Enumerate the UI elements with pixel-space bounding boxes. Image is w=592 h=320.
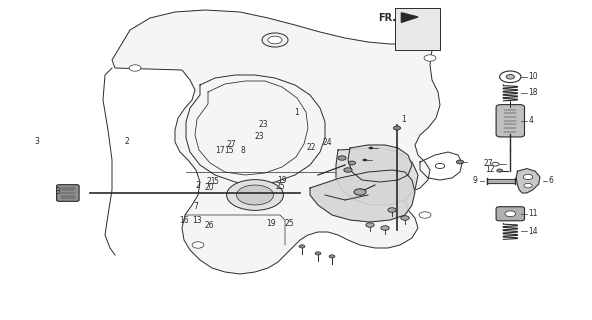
Text: 23: 23 — [255, 132, 264, 141]
Text: 13: 13 — [192, 216, 202, 225]
Circle shape — [424, 55, 436, 61]
Text: 1: 1 — [401, 116, 406, 124]
Text: 17: 17 — [215, 146, 224, 155]
Circle shape — [524, 183, 532, 188]
Text: 22: 22 — [307, 143, 316, 152]
FancyBboxPatch shape — [496, 207, 525, 221]
Circle shape — [315, 252, 321, 255]
Circle shape — [338, 156, 346, 160]
Polygon shape — [401, 13, 418, 22]
Polygon shape — [310, 170, 415, 222]
Text: 23: 23 — [259, 120, 268, 129]
Text: 10: 10 — [529, 72, 538, 81]
FancyBboxPatch shape — [57, 185, 79, 201]
Text: 27: 27 — [226, 140, 236, 149]
Circle shape — [500, 71, 521, 83]
Circle shape — [192, 242, 204, 248]
Circle shape — [401, 216, 409, 220]
Circle shape — [354, 189, 366, 195]
Circle shape — [497, 169, 503, 172]
Text: 14: 14 — [529, 227, 538, 236]
Polygon shape — [348, 145, 412, 182]
Polygon shape — [112, 10, 440, 274]
Circle shape — [237, 185, 274, 205]
Text: 16: 16 — [179, 216, 188, 225]
Text: 26: 26 — [204, 221, 214, 230]
Text: 25: 25 — [275, 182, 285, 191]
Circle shape — [435, 164, 445, 169]
Text: 27: 27 — [483, 159, 493, 168]
Circle shape — [268, 36, 282, 44]
FancyBboxPatch shape — [496, 105, 525, 137]
Polygon shape — [336, 148, 418, 205]
Text: 24: 24 — [323, 138, 332, 147]
Circle shape — [329, 255, 335, 258]
Text: 3: 3 — [34, 137, 39, 146]
Circle shape — [129, 65, 141, 71]
Text: 6: 6 — [549, 176, 554, 185]
Text: 7: 7 — [194, 202, 198, 211]
Text: 3: 3 — [55, 188, 60, 196]
Circle shape — [394, 126, 401, 130]
Text: 2: 2 — [195, 180, 200, 189]
Circle shape — [366, 223, 374, 227]
Circle shape — [227, 180, 284, 210]
Text: 21: 21 — [206, 177, 215, 186]
Polygon shape — [516, 169, 540, 193]
Text: 25: 25 — [284, 219, 294, 228]
Polygon shape — [487, 179, 515, 183]
Circle shape — [262, 33, 288, 47]
Text: FR.: FR. — [378, 12, 395, 23]
Text: 9: 9 — [473, 176, 478, 185]
Circle shape — [369, 147, 374, 149]
Text: 19: 19 — [266, 219, 276, 228]
Circle shape — [419, 212, 431, 218]
Text: 15: 15 — [224, 146, 233, 155]
Circle shape — [362, 159, 367, 161]
Circle shape — [492, 162, 499, 166]
Text: 19: 19 — [277, 176, 287, 185]
Text: 11: 11 — [529, 209, 538, 218]
Circle shape — [349, 161, 356, 165]
Circle shape — [381, 226, 389, 230]
Text: 2: 2 — [124, 137, 129, 146]
Text: 20: 20 — [204, 183, 214, 192]
Circle shape — [506, 75, 514, 79]
Text: 4: 4 — [529, 116, 533, 125]
Text: 1: 1 — [294, 108, 299, 117]
Text: 18: 18 — [529, 88, 538, 97]
Circle shape — [456, 160, 464, 164]
Circle shape — [505, 211, 516, 217]
Polygon shape — [395, 8, 440, 50]
Circle shape — [523, 174, 533, 180]
Circle shape — [299, 245, 305, 248]
Text: 12: 12 — [485, 165, 495, 174]
Circle shape — [388, 208, 396, 212]
Text: 8: 8 — [241, 146, 246, 155]
Text: 5: 5 — [213, 177, 218, 186]
Circle shape — [344, 168, 352, 172]
